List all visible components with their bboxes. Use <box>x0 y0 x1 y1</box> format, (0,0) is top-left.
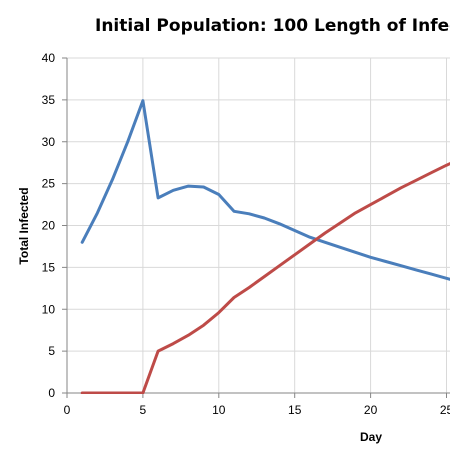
x-tick-label: 10 <box>212 403 226 417</box>
tick-labels: 0 5 10 15 20 25 30 35 40 0 5 10 15 20 25 <box>42 51 450 417</box>
y-tick-label: 0 <box>48 386 55 400</box>
series-line-1 <box>80 99 450 281</box>
x-axis-label: Day <box>360 430 382 444</box>
y-tick-label: 5 <box>48 344 55 358</box>
axes <box>62 57 450 398</box>
gridlines <box>67 57 450 393</box>
x-tick-label: 20 <box>364 403 378 417</box>
y-tick-label: 30 <box>42 135 56 149</box>
x-tick-label: 5 <box>140 403 147 417</box>
y-tick-label: 25 <box>42 177 56 191</box>
x-tick-label: 15 <box>288 403 302 417</box>
x-tick-label: 25 <box>440 403 450 417</box>
x-tick-label: 0 <box>64 403 71 417</box>
y-tick-label: 35 <box>42 93 56 107</box>
y-tick-label: 10 <box>42 302 56 316</box>
series-group <box>80 99 450 394</box>
chart-title: Initial Population: 100 Length of Infect… <box>95 16 450 36</box>
y-tick-label: 15 <box>42 260 56 274</box>
series-line-2 <box>80 162 450 394</box>
y-tick-label: 20 <box>42 219 56 233</box>
y-tick-label: 40 <box>42 51 56 65</box>
y-axis-label: Total Infected <box>17 187 31 264</box>
